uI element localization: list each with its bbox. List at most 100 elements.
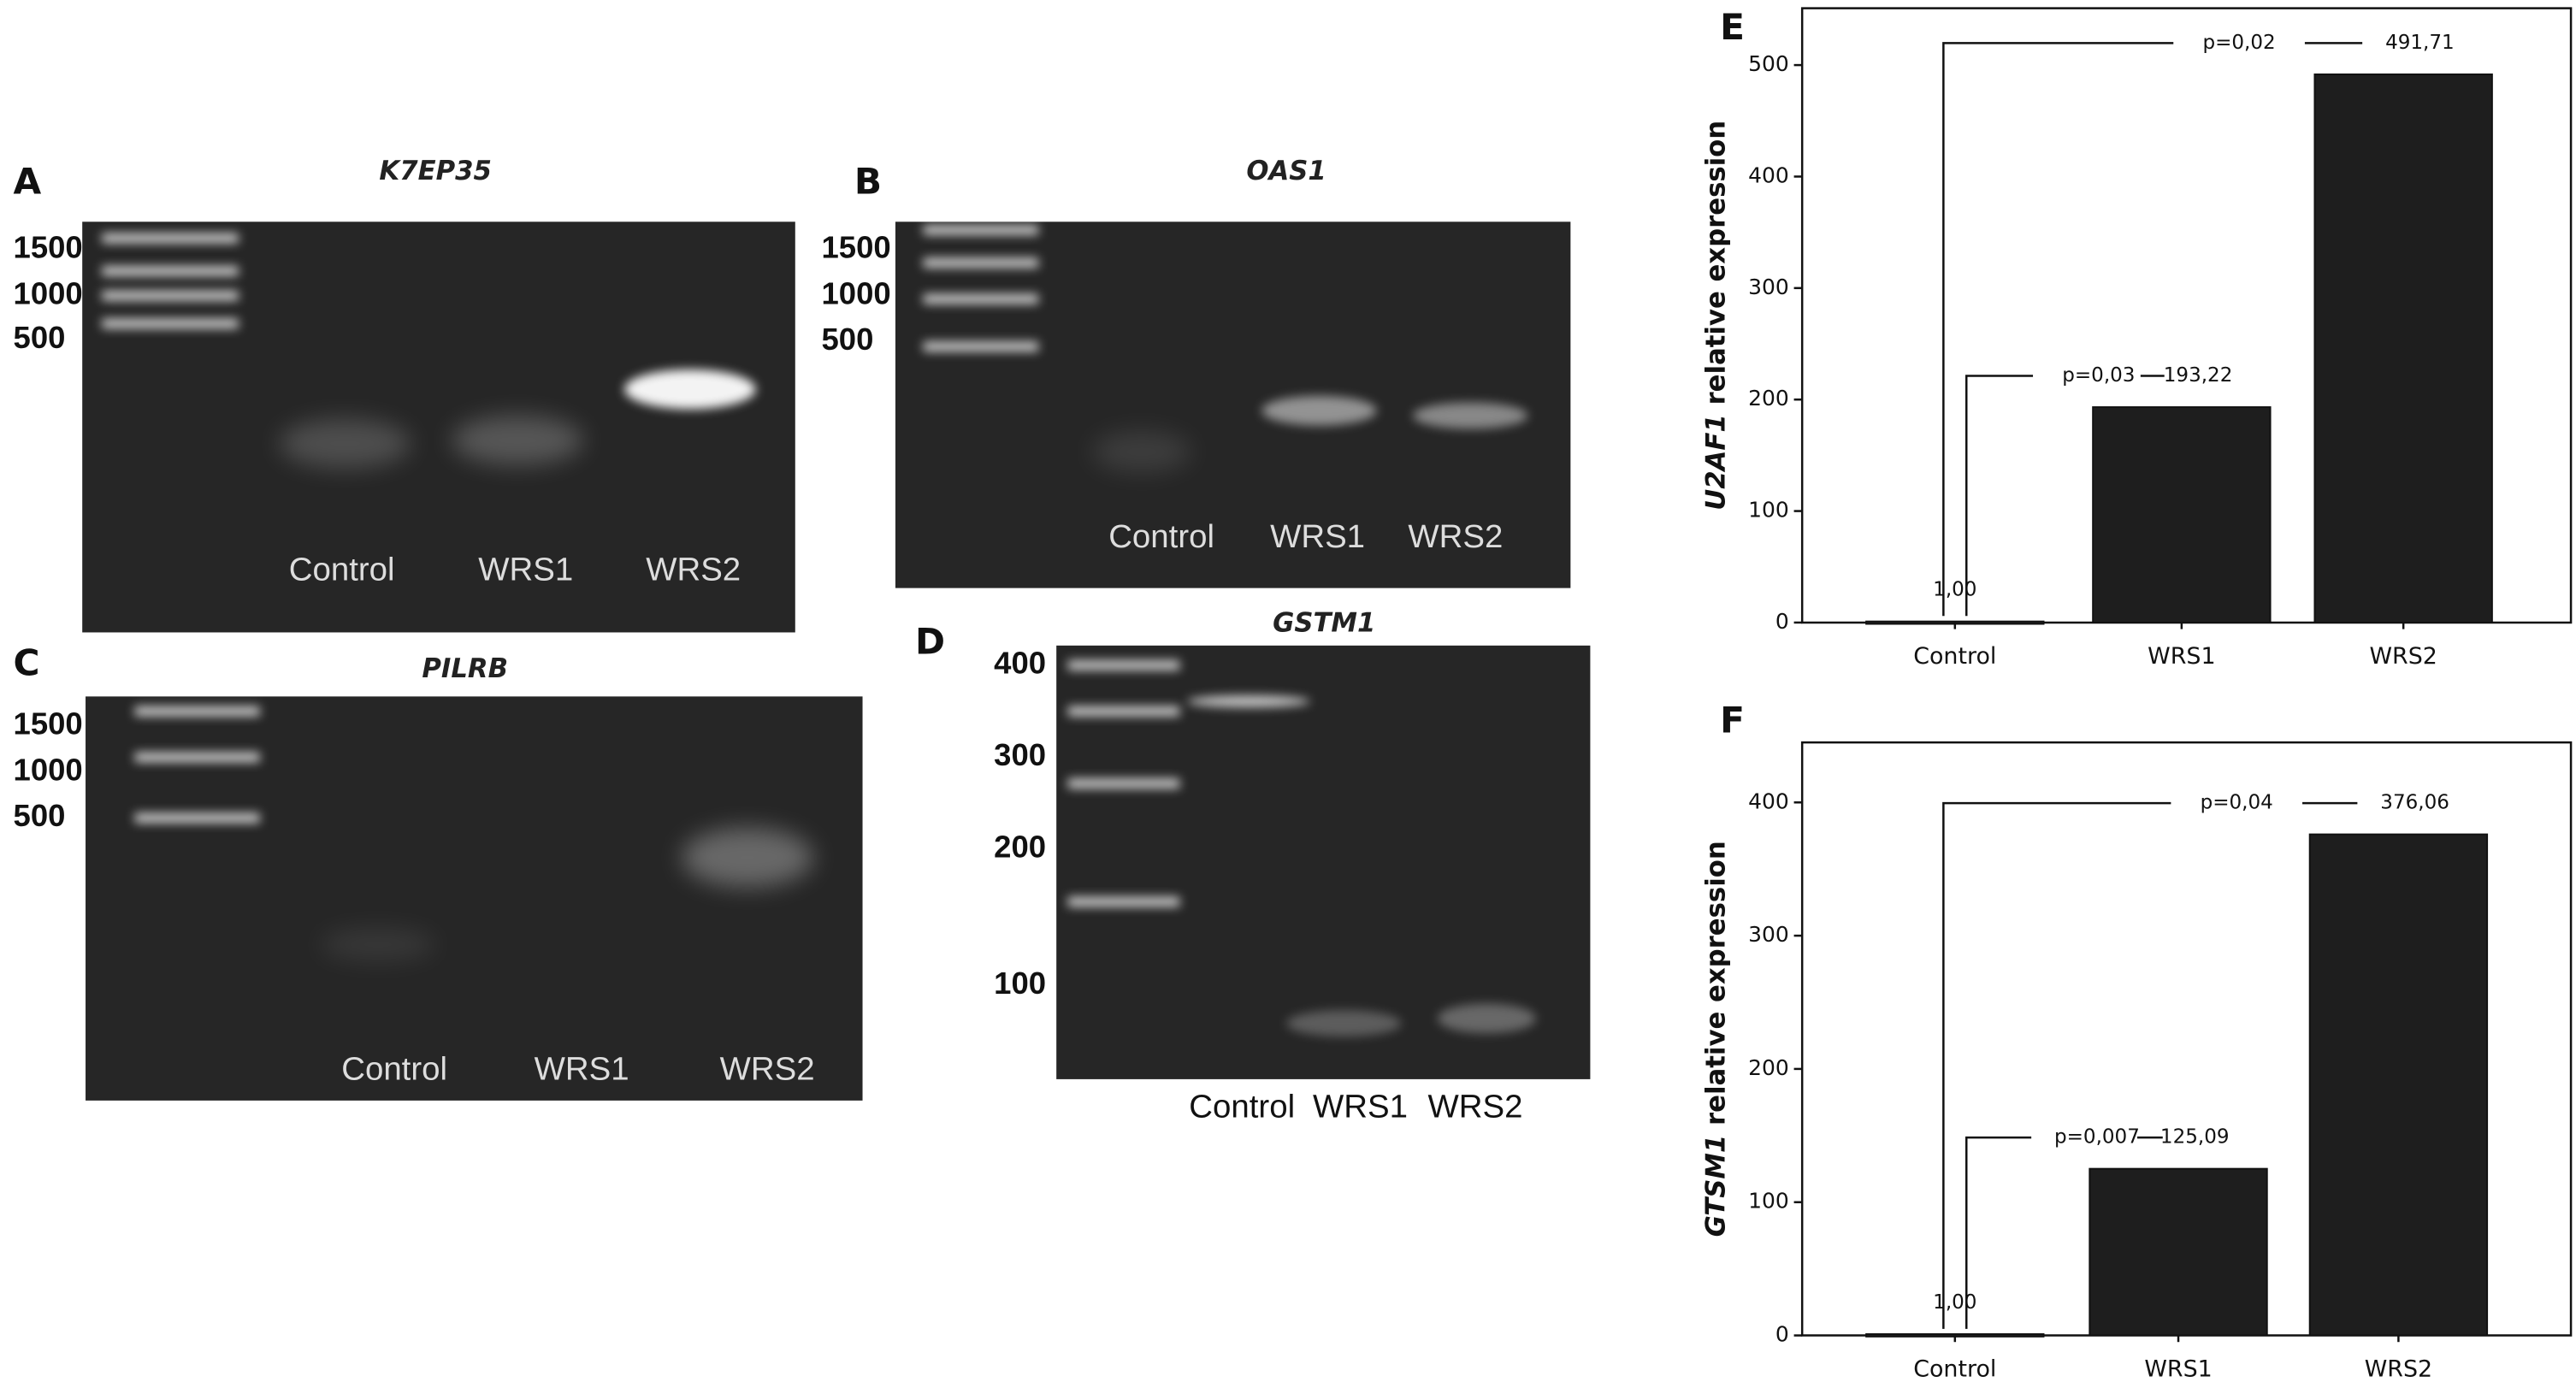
gel-title: GSTM1	[1273, 607, 1375, 638]
gel-panel: D GSTM1 400 300 200 100 Control WRS1 WRS2	[915, 607, 1591, 1125]
gel-title: OAS1	[1246, 156, 1326, 186]
ladder-band	[102, 290, 239, 301]
bar	[2308, 833, 2489, 1337]
bar-chart: F 0 100 200 300 400 GTSM1 relative expression C…	[1700, 700, 2573, 1382]
y-tick-label: 200	[1748, 386, 1789, 410]
gel-band	[682, 828, 813, 888]
x-tick-label: WRS2	[2365, 1356, 2432, 1382]
lane-label: Control	[1189, 1089, 1295, 1125]
panel-letter: E	[1720, 6, 1745, 48]
ladder-label: 200	[994, 830, 1046, 865]
ladder-band	[1067, 660, 1180, 670]
p-value: p=0,007	[2054, 1126, 2140, 1149]
y-tick-label: 100	[1748, 498, 1789, 523]
gel-band	[1437, 1003, 1537, 1034]
significance-bracket	[1965, 1136, 2163, 1329]
y-axis-label-text: relative expression	[1700, 841, 1731, 1125]
y-axis-label: U2AF1 relative expression	[1700, 121, 1731, 511]
ladder-label: 300	[994, 737, 1046, 772]
gel-band	[1092, 431, 1191, 473]
gel-band	[1186, 695, 1310, 707]
y-axis-label: GTSM1 relative expression	[1700, 841, 1731, 1237]
ladder-label: 1000	[14, 752, 83, 787]
p-value: p=0,04	[2201, 792, 2273, 814]
ladder-label: 1500	[14, 230, 83, 265]
gel-band	[320, 928, 436, 961]
gel-band	[1412, 402, 1528, 429]
value-label: 491,71	[2385, 32, 2455, 54]
ladder-label: 500	[822, 322, 874, 357]
bar	[2089, 1167, 2268, 1337]
ladder-label: 500	[14, 320, 66, 355]
lane-label: WRS1	[535, 1050, 629, 1087]
y-axis-label-text: relative expression	[1700, 121, 1731, 405]
ladder-band	[134, 812, 260, 824]
value-label: 125,09	[2160, 1126, 2230, 1149]
bar	[2092, 406, 2272, 623]
value-label: 1,00	[1933, 1291, 1976, 1314]
ladder-band	[1067, 778, 1180, 789]
panel-letter: B	[854, 161, 882, 203]
x-tick-label: Control	[1913, 643, 1996, 670]
ladder-band	[923, 341, 1039, 352]
y-tick-label: 400	[1748, 789, 1789, 813]
ladder-label: 500	[14, 798, 66, 833]
ladder-label: 1500	[822, 230, 891, 265]
significance-bracket	[1942, 801, 2358, 1329]
x-tick-label: Control	[1913, 1356, 1996, 1382]
panel-letter: D	[915, 620, 945, 662]
gel-band	[624, 369, 756, 410]
bar	[2313, 73, 2493, 623]
lane-label: Control	[341, 1050, 447, 1087]
y-axis-label-space	[1700, 1125, 1731, 1135]
gel-title: PILRB	[422, 653, 508, 684]
ladder-label: 100	[994, 966, 1046, 1001]
ladder-label: 1500	[14, 706, 83, 741]
ladder-band	[134, 706, 260, 717]
lane-label: WRS1	[478, 552, 573, 588]
gel-band	[279, 418, 411, 469]
x-tick-label: WRS2	[2369, 643, 2437, 670]
lane-label: WRS2	[646, 552, 741, 588]
gel-panel: C PILRB 1500 1000 500 Control WRS1 WRS2	[14, 641, 863, 1101]
x-tick-label: WRS1	[2148, 643, 2215, 670]
panel-letter: C	[14, 641, 40, 683]
ladder-band	[102, 233, 239, 244]
gel-title: K7EP35	[379, 156, 491, 186]
plot-frame	[1800, 741, 2573, 1337]
gel-band	[1261, 395, 1377, 426]
p-value: p=0,02	[2202, 32, 2275, 54]
lane-label: WRS1	[1313, 1089, 1408, 1125]
gel-image	[86, 696, 863, 1101]
ladder-label: 400	[994, 646, 1046, 681]
ladder-label: 1000	[822, 275, 891, 310]
lane-label: WRS1	[1270, 518, 1365, 555]
bar-chart: E 0 100 200 300 400 500 U2AF1 relative expressi…	[1700, 6, 2573, 670]
ladder-band	[102, 318, 239, 329]
gel-band	[452, 415, 584, 465]
significance-bracket	[1942, 42, 2363, 617]
y-tick-label: 300	[1748, 922, 1789, 947]
lane-label: Control	[1108, 518, 1214, 555]
ladder-band	[923, 293, 1039, 304]
y-axis-label-space	[1700, 405, 1731, 415]
lane-label: WRS2	[720, 1050, 815, 1087]
significance-bracket	[1965, 375, 2165, 617]
ladder-band	[923, 257, 1039, 269]
y-tick-label: 0	[1775, 609, 1789, 634]
ladder-band	[134, 752, 260, 763]
y-tick-label: 500	[1748, 51, 1789, 76]
gel-band	[1286, 1010, 1402, 1037]
y-tick-label: 400	[1748, 162, 1789, 187]
y-axis-label-gene: GTSM1	[1700, 1135, 1731, 1237]
lane-label: WRS2	[1408, 518, 1503, 555]
y-axis-label-gene: U2AF1	[1700, 414, 1731, 510]
value-label: 376,06	[2380, 792, 2449, 814]
y-tick-label: 0	[1775, 1322, 1789, 1347]
p-value: p=0,03	[2062, 364, 2135, 387]
value-label: 193,22	[2164, 364, 2233, 387]
ladder-band	[1067, 706, 1180, 717]
y-tick-label: 300	[1748, 275, 1789, 299]
